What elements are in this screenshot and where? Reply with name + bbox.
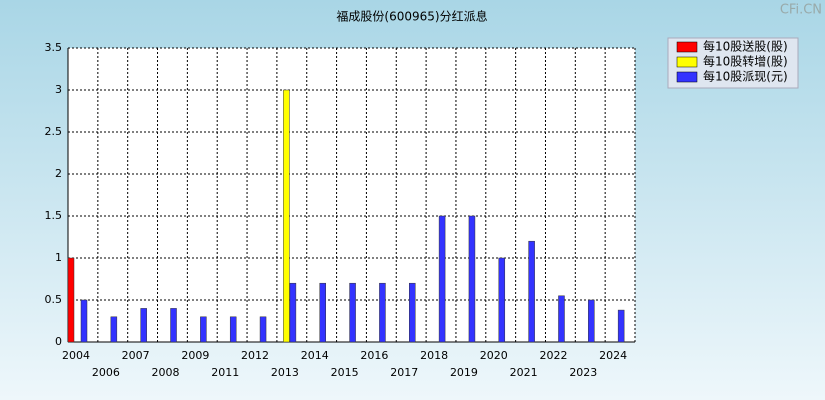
bar: [498, 257, 506, 343]
bar: [67, 257, 75, 343]
y-tick-label: 2: [55, 167, 62, 180]
x-tick-label: 2012: [241, 349, 269, 362]
x-tick-label: 2015: [331, 366, 359, 379]
bar: [349, 282, 356, 343]
legend-label: 每10股转增(股): [703, 54, 788, 69]
y-tick-label: 0: [55, 335, 62, 348]
x-tick-label: 2023: [569, 366, 597, 379]
x-tick-label: 2014: [301, 349, 329, 362]
bar: [259, 316, 267, 343]
bar: [528, 240, 535, 343]
bar: [110, 316, 118, 343]
bar: [229, 316, 237, 343]
y-tick-label: 0.5: [45, 293, 63, 306]
bar: [379, 282, 386, 343]
x-tick-label: 2004: [62, 349, 90, 362]
chart-title: 福成股份(600965)分红派息: [336, 9, 487, 24]
bar: [558, 295, 565, 343]
x-tick-label: 2019: [450, 366, 478, 379]
x-tick-label: 2009: [181, 349, 209, 362]
x-tick-label: 2011: [211, 366, 239, 379]
x-tick-label: 2020: [480, 349, 508, 362]
bar: [140, 308, 147, 343]
y-tick-label: 3.5: [45, 41, 63, 54]
bar: [283, 89, 290, 343]
bar: [80, 299, 88, 343]
x-tick-label: 2017: [390, 366, 418, 379]
bar: [200, 316, 207, 343]
bar: [409, 282, 416, 343]
bar: [588, 299, 595, 343]
x-tick-label: 2006: [92, 366, 120, 379]
y-tick-label: 2.5: [45, 125, 63, 138]
legend-swatch: [676, 71, 698, 83]
bar: [617, 309, 625, 343]
x-tick-label: 2013: [271, 366, 299, 379]
y-tick-label: 1.5: [45, 209, 63, 222]
bar: [170, 308, 177, 343]
bar: [289, 282, 297, 343]
bar: [468, 215, 476, 343]
watermark: CFi.CN: [780, 3, 822, 18]
x-tick-label: 2024: [599, 349, 627, 362]
y-tick-label: 1: [55, 251, 62, 264]
x-tick-label: 2007: [122, 349, 150, 362]
x-tick-label: 2016: [360, 349, 388, 362]
x-tick-label: 2018: [420, 349, 448, 362]
bar: [319, 282, 326, 343]
legend-swatch: [676, 41, 698, 53]
x-tick-label: 2008: [152, 366, 180, 379]
legend-label: 每10股送股(股): [703, 39, 788, 54]
x-tick-label: 2022: [539, 349, 567, 362]
bar: [438, 215, 446, 343]
y-tick-label: 3: [55, 83, 62, 96]
legend-label: 每10股派现(元): [703, 69, 788, 84]
legend-swatch: [676, 56, 698, 68]
x-tick-label: 2021: [510, 366, 538, 379]
